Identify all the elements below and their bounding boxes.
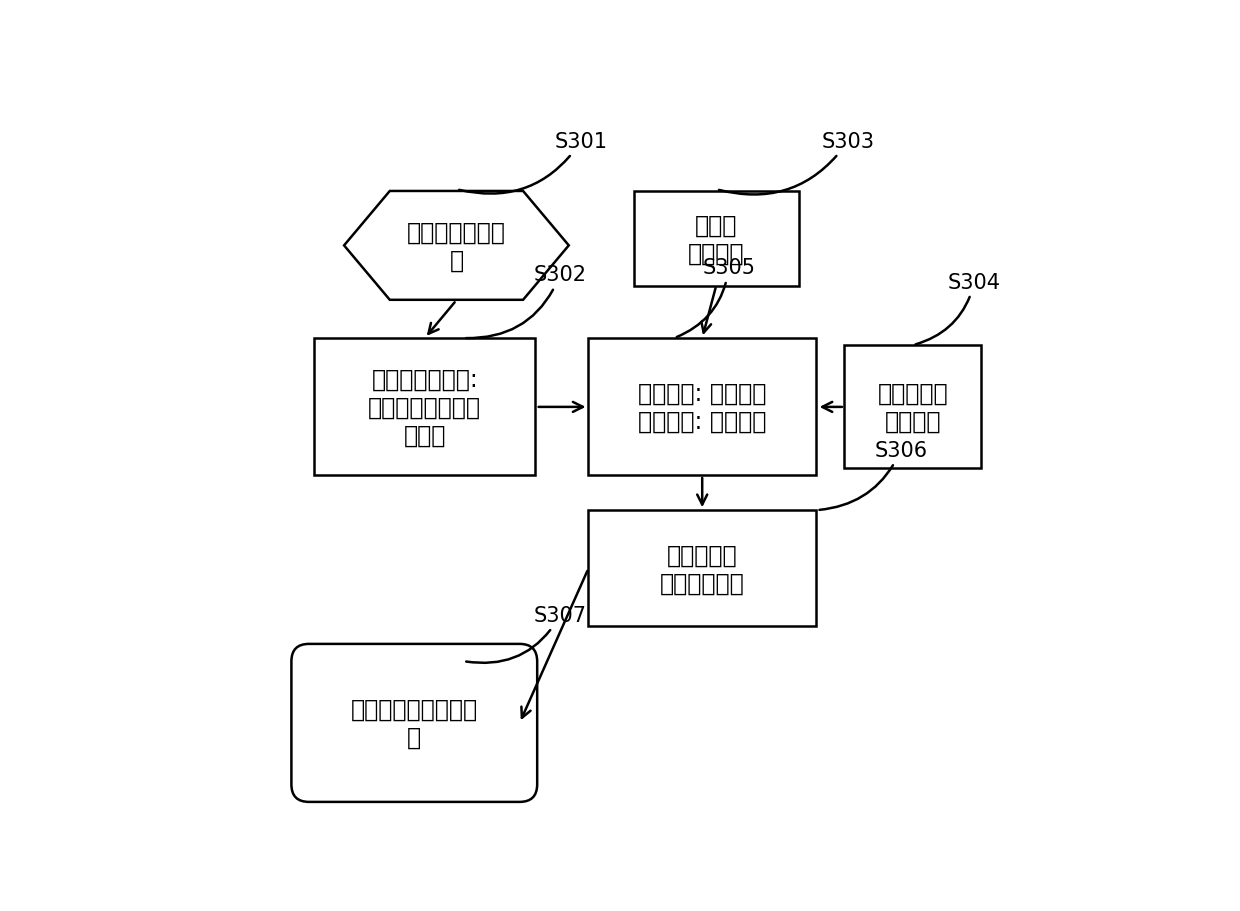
Text: 嵌入部分: 奇偶量化
调整部分: 均值调节: 嵌入部分: 奇偶量化 调整部分: 均值调节 <box>639 382 766 434</box>
Text: S302: S302 <box>466 265 587 339</box>
Text: 字符切分、分组:
得到嵌入部分和调
整部分: 字符切分、分组: 得到嵌入部分和调 整部分 <box>368 368 481 447</box>
Text: 翻转边界点
实现水印嵌入: 翻转边界点 实现水印嵌入 <box>660 543 744 595</box>
FancyBboxPatch shape <box>314 339 536 476</box>
FancyBboxPatch shape <box>291 644 537 802</box>
FancyBboxPatch shape <box>588 511 816 627</box>
FancyBboxPatch shape <box>844 346 981 469</box>
Text: S306: S306 <box>820 441 928 510</box>
Text: 含水印的二值文本图
像: 含水印的二值文本图 像 <box>351 697 477 749</box>
FancyBboxPatch shape <box>634 191 799 286</box>
Text: S304: S304 <box>915 272 1001 345</box>
Text: S303: S303 <box>719 132 874 195</box>
Text: S307: S307 <box>466 606 587 663</box>
Text: S301: S301 <box>459 132 608 194</box>
Text: S305: S305 <box>677 258 755 338</box>
Polygon shape <box>343 191 569 301</box>
Text: 字符图像平
均黑点数: 字符图像平 均黑点数 <box>878 382 949 434</box>
FancyBboxPatch shape <box>588 339 816 476</box>
Text: 水印、
量化步长: 水印、 量化步长 <box>688 213 744 265</box>
Text: 原始二值文本图
像: 原始二值文本图 像 <box>407 220 506 272</box>
